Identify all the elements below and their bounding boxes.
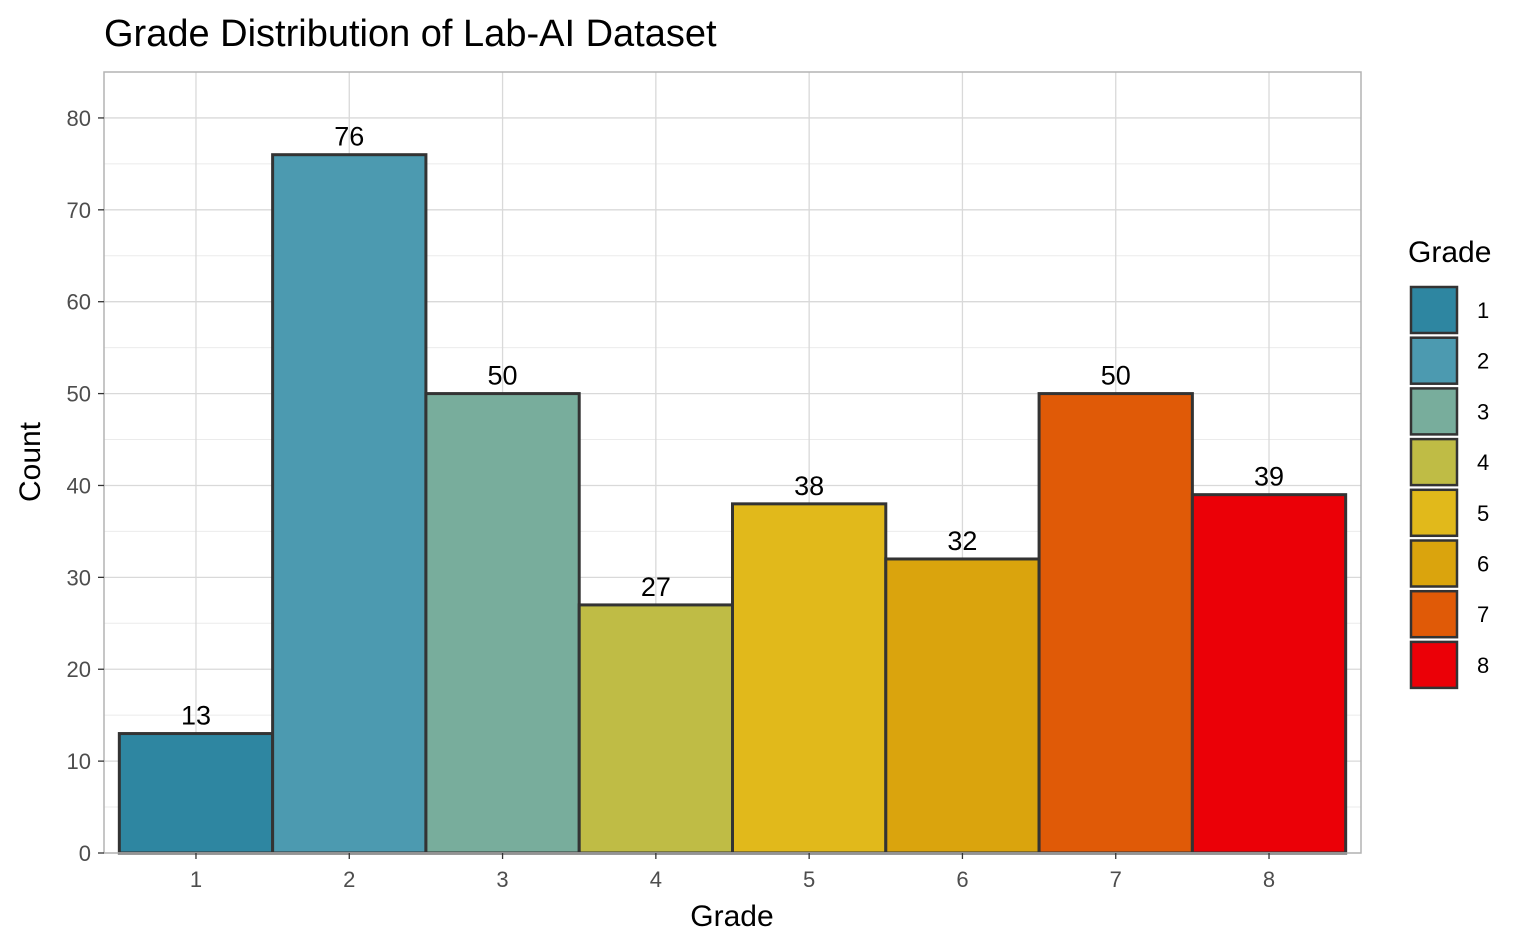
legend: Grade 1 2 3 4 5 6 7 8 (1408, 236, 1491, 690)
chart-title: Grade Distribution of Lab-AI Dataset (104, 13, 717, 55)
legend-key (1409, 539, 1459, 588)
data-label: 76 (334, 122, 364, 152)
legend-label: 6 (1477, 552, 1489, 577)
x-axis: 1 2 3 4 5 6 7 8 (190, 853, 1275, 892)
data-label: 50 (1101, 361, 1131, 391)
legend-key (1409, 285, 1459, 335)
x-tick-label: 8 (1263, 867, 1275, 892)
legend-key (1409, 437, 1459, 487)
data-labels: 13 76 50 27 38 32 50 39 (181, 122, 1284, 731)
bar (577, 603, 735, 855)
panel-border (103, 71, 1362, 854)
bar (884, 557, 1041, 855)
data-label: 32 (947, 526, 977, 556)
legend-items: 1 2 3 4 5 6 7 8 (1409, 285, 1489, 690)
y-tick-label: 10 (67, 749, 91, 774)
legend-title: Grade (1408, 236, 1491, 269)
bar (1037, 392, 1194, 855)
data-label: 13 (181, 701, 211, 731)
legend-key (1409, 488, 1459, 538)
data-label: 50 (488, 361, 518, 391)
plot-panel: 13 76 50 27 38 32 50 39 (103, 71, 1362, 855)
legend-label: 4 (1477, 450, 1489, 475)
y-axis: 0 10 20 30 40 50 60 70 80 (67, 106, 104, 866)
legend-key (1409, 336, 1459, 385)
x-tick-label: 3 (496, 867, 508, 892)
x-tick-label: 7 (1110, 867, 1122, 892)
y-tick-label: 30 (67, 565, 91, 590)
legend-key (1409, 387, 1459, 436)
x-tick-label: 5 (803, 867, 815, 892)
bars (117, 153, 1348, 855)
y-tick-label: 50 (67, 382, 91, 407)
legend-label: 7 (1477, 602, 1489, 627)
x-axis-title: Grade (690, 900, 773, 933)
y-tick-label: 20 (67, 657, 91, 682)
legend-key (1409, 640, 1459, 690)
legend-label: 1 (1477, 298, 1489, 323)
data-label: 27 (641, 572, 671, 602)
legend-key (1409, 589, 1459, 639)
y-tick-label: 80 (67, 106, 91, 131)
legend-label: 3 (1477, 399, 1489, 424)
y-tick-label: 40 (67, 473, 91, 498)
bar (424, 392, 581, 855)
x-tick-label: 6 (956, 867, 968, 892)
y-axis-title: Count (14, 421, 47, 502)
y-tick-label: 70 (67, 198, 91, 223)
x-tick-label: 2 (343, 867, 355, 892)
bar (271, 153, 428, 855)
legend-label: 2 (1477, 349, 1489, 374)
x-tick-label: 4 (650, 867, 662, 892)
bar (117, 732, 275, 855)
x-tick-label: 1 (190, 867, 202, 892)
y-tick-label: 60 (67, 290, 91, 315)
bar (731, 502, 888, 855)
legend-label: 8 (1477, 653, 1489, 678)
data-label: 39 (1254, 462, 1284, 492)
bar (1190, 493, 1348, 855)
data-label: 38 (794, 471, 824, 501)
legend-label: 5 (1477, 501, 1489, 526)
y-tick-label: 0 (79, 841, 91, 866)
